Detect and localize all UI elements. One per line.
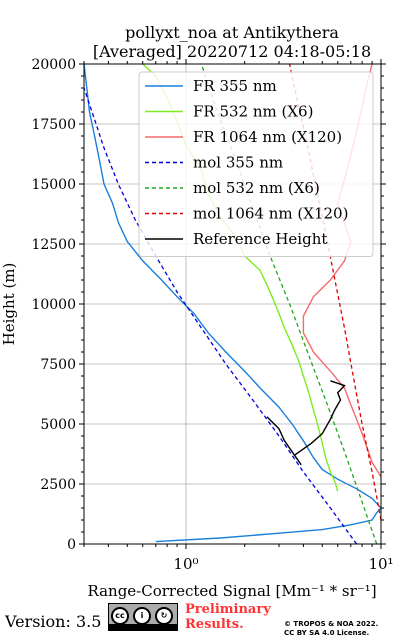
preliminary-results-note: Preliminary Results. xyxy=(185,602,271,632)
y-tick-label: 20000 xyxy=(31,57,76,73)
legend-label: FR 1064 nm (X120) xyxy=(193,128,342,146)
copyright-note: © TROPOS & NOA 2022. CC BY SA 4.0 Licens… xyxy=(284,620,379,637)
y-tick-label: 5000 xyxy=(40,417,76,433)
lidar-profile-chart: pollyxt_noa at Antikythera [Averaged] 20… xyxy=(0,23,394,600)
x-tick-label: 10⁰ xyxy=(173,555,198,573)
legend-label: FR 355 nm xyxy=(193,77,277,95)
y-tick-label: 15000 xyxy=(31,177,76,193)
legend-label: Reference Height xyxy=(193,230,327,248)
by-icon: i xyxy=(133,607,151,625)
legend-label: mol 355 nm xyxy=(193,154,283,172)
y-axis-label: Height (m) xyxy=(0,263,18,346)
version-label: Version: 3.5 xyxy=(5,612,102,631)
y-tick-label: 12500 xyxy=(31,237,76,253)
legend: FR 355 nm FR 532 nm (X6) FR 1064 nm (X120)… xyxy=(138,71,374,257)
series-line-6 xyxy=(266,380,346,466)
footer: Version: 3.5 cc i ↻ Preliminary Results.… xyxy=(0,600,400,640)
axes: 0 2500 5000 7500 10000 12500 15000 17500 20000 10… xyxy=(31,57,393,573)
chart-title-line2: [Averaged] 20220712 04:18-05:18 xyxy=(93,42,371,61)
y-tick-label: 7500 xyxy=(40,357,76,373)
series-line-3 xyxy=(83,87,358,545)
series-line-0 xyxy=(83,63,382,543)
y-tick-label: 2500 xyxy=(40,477,76,493)
cc-icon: cc xyxy=(111,607,129,625)
x-tick-label: 10¹ xyxy=(368,555,393,573)
y-tick-label: 10000 xyxy=(31,297,76,313)
legend-label: mol 532 nm (X6) xyxy=(193,179,320,197)
y-tick-label: 0 xyxy=(67,537,76,553)
legend-label: mol 1064 nm (X120) xyxy=(193,205,348,223)
x-axis-label: Range-Corrected Signal [Mm⁻¹ * sr⁻¹] xyxy=(87,582,376,600)
legend-label: FR 532 nm (X6) xyxy=(193,103,313,121)
sa-icon: ↻ xyxy=(155,607,173,625)
series-line-4 xyxy=(200,63,378,545)
chart-title-line1: pollyxt_noa at Antikythera xyxy=(125,23,339,42)
cc-by-sa-badge-icon: cc i ↻ xyxy=(108,603,178,631)
legend-box xyxy=(138,71,374,257)
y-tick-label: 17500 xyxy=(31,117,76,133)
